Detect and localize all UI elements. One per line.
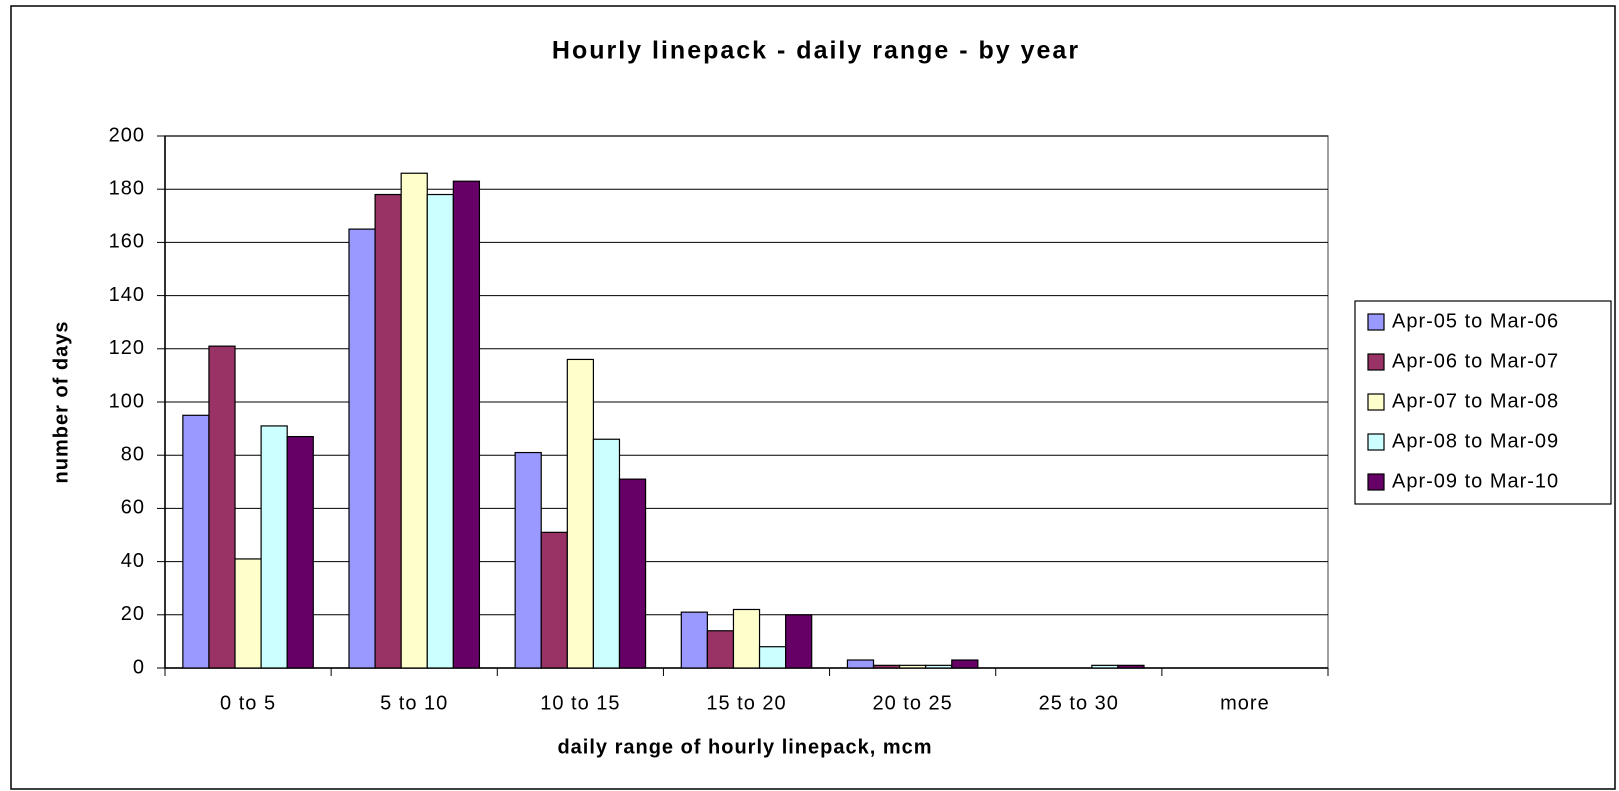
y-tick-label: 160	[109, 231, 145, 253]
legend-swatch	[1367, 353, 1385, 371]
bar	[951, 659, 979, 669]
x-tick-label: 10 to 15	[540, 692, 620, 714]
y-tick-label: 180	[109, 177, 145, 199]
bar	[540, 531, 568, 669]
legend-label: Apr-06 to Mar-07	[1392, 350, 1559, 372]
bar	[182, 414, 210, 669]
y-tick-label: 120	[109, 337, 145, 359]
bar	[732, 608, 761, 669]
x-tick-label: 15 to 20	[706, 692, 786, 714]
y-tick-label: 100	[109, 390, 145, 412]
legend-swatch	[1367, 433, 1385, 451]
legend-swatch	[1367, 473, 1385, 491]
legend-swatch	[1367, 313, 1385, 331]
x-tick-label: 0 to 5	[220, 692, 276, 714]
x-tick-label: 5 to 10	[380, 692, 448, 714]
y-tick-label: 60	[121, 497, 145, 519]
bar	[872, 664, 901, 669]
bar	[566, 358, 594, 669]
bar	[286, 435, 314, 669]
bar	[374, 193, 402, 669]
bar	[680, 611, 708, 669]
chart-title: Hourly linepack - daily range - by year	[552, 37, 1080, 65]
legend-label: Apr-05 to Mar-06	[1392, 310, 1559, 332]
x-tick-label: 20 to 25	[872, 692, 952, 714]
bar	[208, 345, 236, 669]
bar	[899, 664, 927, 669]
bar	[846, 659, 875, 669]
bar	[592, 438, 621, 669]
bar	[514, 451, 542, 669]
y-tick-label: 140	[109, 284, 145, 306]
x-axis-title: daily range of hourly linepack, mcm	[557, 736, 932, 758]
bar	[785, 614, 813, 669]
legend-box	[1354, 300, 1612, 505]
bar	[1091, 664, 1119, 669]
y-tick-label: 20	[121, 603, 145, 625]
legend-label: Apr-07 to Mar-08	[1392, 390, 1559, 412]
bar	[758, 646, 787, 669]
bar	[400, 172, 428, 669]
x-tick-label: 25 to 30	[1039, 692, 1119, 714]
bar	[234, 558, 262, 669]
bar	[260, 425, 288, 669]
y-tick-label: 0	[133, 656, 145, 678]
bar	[925, 664, 953, 669]
bar	[1117, 664, 1145, 669]
bar	[706, 630, 735, 669]
bar	[618, 478, 647, 669]
y-tick-label: 80	[121, 443, 145, 465]
bar	[452, 180, 481, 669]
legend-swatch	[1367, 393, 1385, 411]
x-tick-label: more	[1220, 692, 1270, 714]
y-tick-label: 200	[109, 124, 145, 146]
legend-label: Apr-09 to Mar-10	[1392, 470, 1559, 492]
bar	[348, 228, 376, 669]
bar	[426, 193, 454, 669]
y-tick-label: 40	[121, 550, 145, 572]
legend-label: Apr-08 to Mar-09	[1392, 430, 1559, 452]
y-axis-title: number of days	[50, 321, 72, 484]
